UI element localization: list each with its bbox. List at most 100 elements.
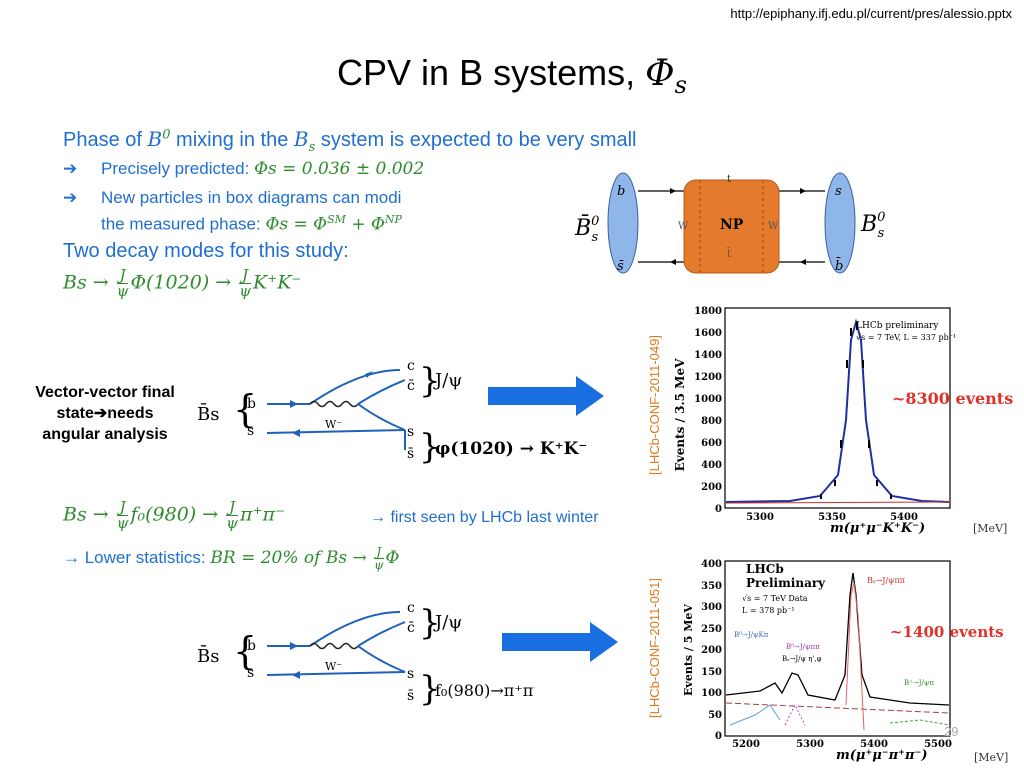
vector-vector-note: Vector-vector final state➔needs angular … [35,384,175,443]
svg-text:s: s [407,424,414,440]
svg-text:b: b [247,638,256,654]
data-curve [725,572,950,706]
svg-text:}: } [419,361,441,401]
svg-text:s: s [247,423,254,439]
svg-text:B⁺→J/ψπ: B⁺→J/ψπ [904,679,934,687]
slide-title: CPV in B systems, Φs [0,52,1024,99]
svg-text:s: s [835,184,842,199]
svg-text:s̄: s̄ [407,446,414,462]
svg-text:c: c [407,358,415,374]
svg-text:√s = 7 TeV, L = 337 pb⁻¹: √s = 7 TeV, L = 337 pb⁻¹ [856,333,956,342]
svg-text:W⁻: W⁻ [325,418,342,431]
svg-text:b̄: b̄ [835,257,843,274]
slide-title-text: CPV in B systems, [337,52,646,93]
svg-text:[MeV]: [MeV] [973,522,1007,535]
plot-bs-jpsi-pipi: Events / 5 MeV 400 350 300 250 200 150 1… [670,555,1015,765]
svg-text:c̄: c̄ [407,620,415,636]
svg-text:250: 250 [701,624,722,635]
svg-text:B̄s: B̄s [197,644,219,667]
svg-text:}: } [419,669,441,709]
svg-text:1000: 1000 [694,394,722,405]
plot-bs-jpsi-phi: Events / 3.5 MeV 1800 1600 1400 1200 100… [670,300,1015,540]
svg-text:L = 378 pb⁻¹: L = 378 pb⁻¹ [742,606,795,615]
arrow-to-plot1 [488,376,604,416]
svg-text:s̄: s̄ [407,688,414,704]
svg-text:B̄s: B̄s [197,402,219,425]
np-label: NP [720,217,744,233]
events-count-2: ~1400 events [890,623,1004,641]
svg-text:{: { [233,629,257,673]
svg-text:Events / 5 MeV: Events / 5 MeV [682,604,695,696]
svg-text:W: W [768,221,779,232]
svg-text:Bₛ→J/ψ η',φ: Bₛ→J/ψ η',φ [782,655,822,663]
intro-line: Phase of B0 mixing in the Bs system is e… [63,127,637,155]
events-count-1: ~8300 events [892,389,1013,408]
svg-text:50: 50 [708,710,722,721]
svg-text:5400: 5400 [890,512,918,523]
svg-text:c: c [407,600,415,616]
svg-text:5350: 5350 [818,512,846,523]
svg-text:c̄: c̄ [407,378,415,394]
svg-text:m(μ⁺μ⁻K⁺K⁻): m(μ⁺μ⁻K⁺K⁻) [830,521,925,536]
svg-text:{: { [233,387,257,431]
svg-text:200: 200 [701,482,722,493]
first-seen-note: → first seen by LHCb last winter [370,509,599,526]
svg-text:√s = 7 TeV Data: √s = 7 TeV Data [742,594,808,603]
svg-text:200: 200 [701,645,722,656]
svg-text:t: t [727,174,731,185]
svg-text:350: 350 [701,581,722,592]
svg-text:b: b [617,184,625,199]
page-number: 29 [944,724,959,739]
np-box [683,179,780,274]
decay-heading: Two decay modes for this study: [63,240,349,262]
svg-text:}: } [419,603,441,643]
svg-text:J/ψ: J/ψ [433,612,462,633]
svg-text:Bₛ→J/ψππ: Bₛ→J/ψππ [867,576,905,585]
right-meson-blob [824,172,856,274]
bullet-predicted: ➔ Precisely predicted: Φs = 0.036 ± 0.002 [63,159,425,179]
left-meson-blob [607,172,639,274]
svg-text:Preliminary: Preliminary [746,576,826,590]
svg-text:5400: 5400 [860,739,888,750]
svg-text:b: b [247,396,256,412]
svg-text:f₀(980)→π⁺π⁻: f₀(980)→π⁺π⁻ [435,681,535,700]
feynman-diagram-1: B̄s { b s W⁻ c c̄ } J/ψ s s̄ } φ(1020) →… [197,358,587,467]
svg-text:}: } [419,427,441,467]
svg-text:W: W [678,221,689,232]
svg-text:5200: 5200 [732,739,760,750]
svg-text:s̄: s̄ [617,259,624,274]
svg-text:1400: 1400 [694,350,722,361]
data-points [820,322,892,499]
svg-text:s: s [247,665,254,681]
svg-text:J/ψ: J/ψ [433,370,462,391]
svg-text:φ(1020) → K⁺K⁻: φ(1020) → K⁺K⁻ [435,439,587,459]
feynman-diagram-2: B̄s { b s W⁻ c c̄ } J/ψ s s̄ } f₀(980)→π… [197,600,535,709]
svg-text:0: 0 [715,731,722,742]
svg-text:300: 300 [701,602,722,613]
box-diagram: NP b s̄ s b̄ W W t t̄ B̄0 s B0 s [574,172,885,274]
fit-curve [725,318,950,503]
svg-text:800: 800 [701,416,722,427]
svg-text:W⁻: W⁻ [325,660,342,673]
arrow-to-plot2 [502,622,618,662]
svg-text:5500: 5500 [924,739,952,750]
svg-text:1600: 1600 [694,328,722,339]
slide-title-symbol: Φs [645,53,687,100]
svg-text:m(μ⁺μ⁻π⁺π⁻): m(μ⁺μ⁻π⁺π⁻) [836,748,928,763]
svg-text:150: 150 [701,667,722,678]
svg-text:1200: 1200 [694,372,722,383]
svg-text:B⁰→J/ψKπ: B⁰→J/ψKπ [734,631,769,639]
bullet-new-particles: ➔ New particles in box diagrams can modi … [63,188,402,235]
svg-text:400: 400 [701,460,722,471]
svg-text:1800: 1800 [694,306,722,317]
svg-text:600: 600 [701,438,722,449]
svg-text:[MeV]: [MeV] [974,751,1008,764]
svg-text:t̄: t̄ [727,248,731,260]
source-url[interactable]: http://epiphany.ifj.edu.pl/current/pres/… [730,6,1012,21]
svg-text:400: 400 [701,559,722,570]
svg-text:Events / 3.5 MeV: Events / 3.5 MeV [673,358,687,471]
right-meson-label: B0 s [860,210,885,241]
